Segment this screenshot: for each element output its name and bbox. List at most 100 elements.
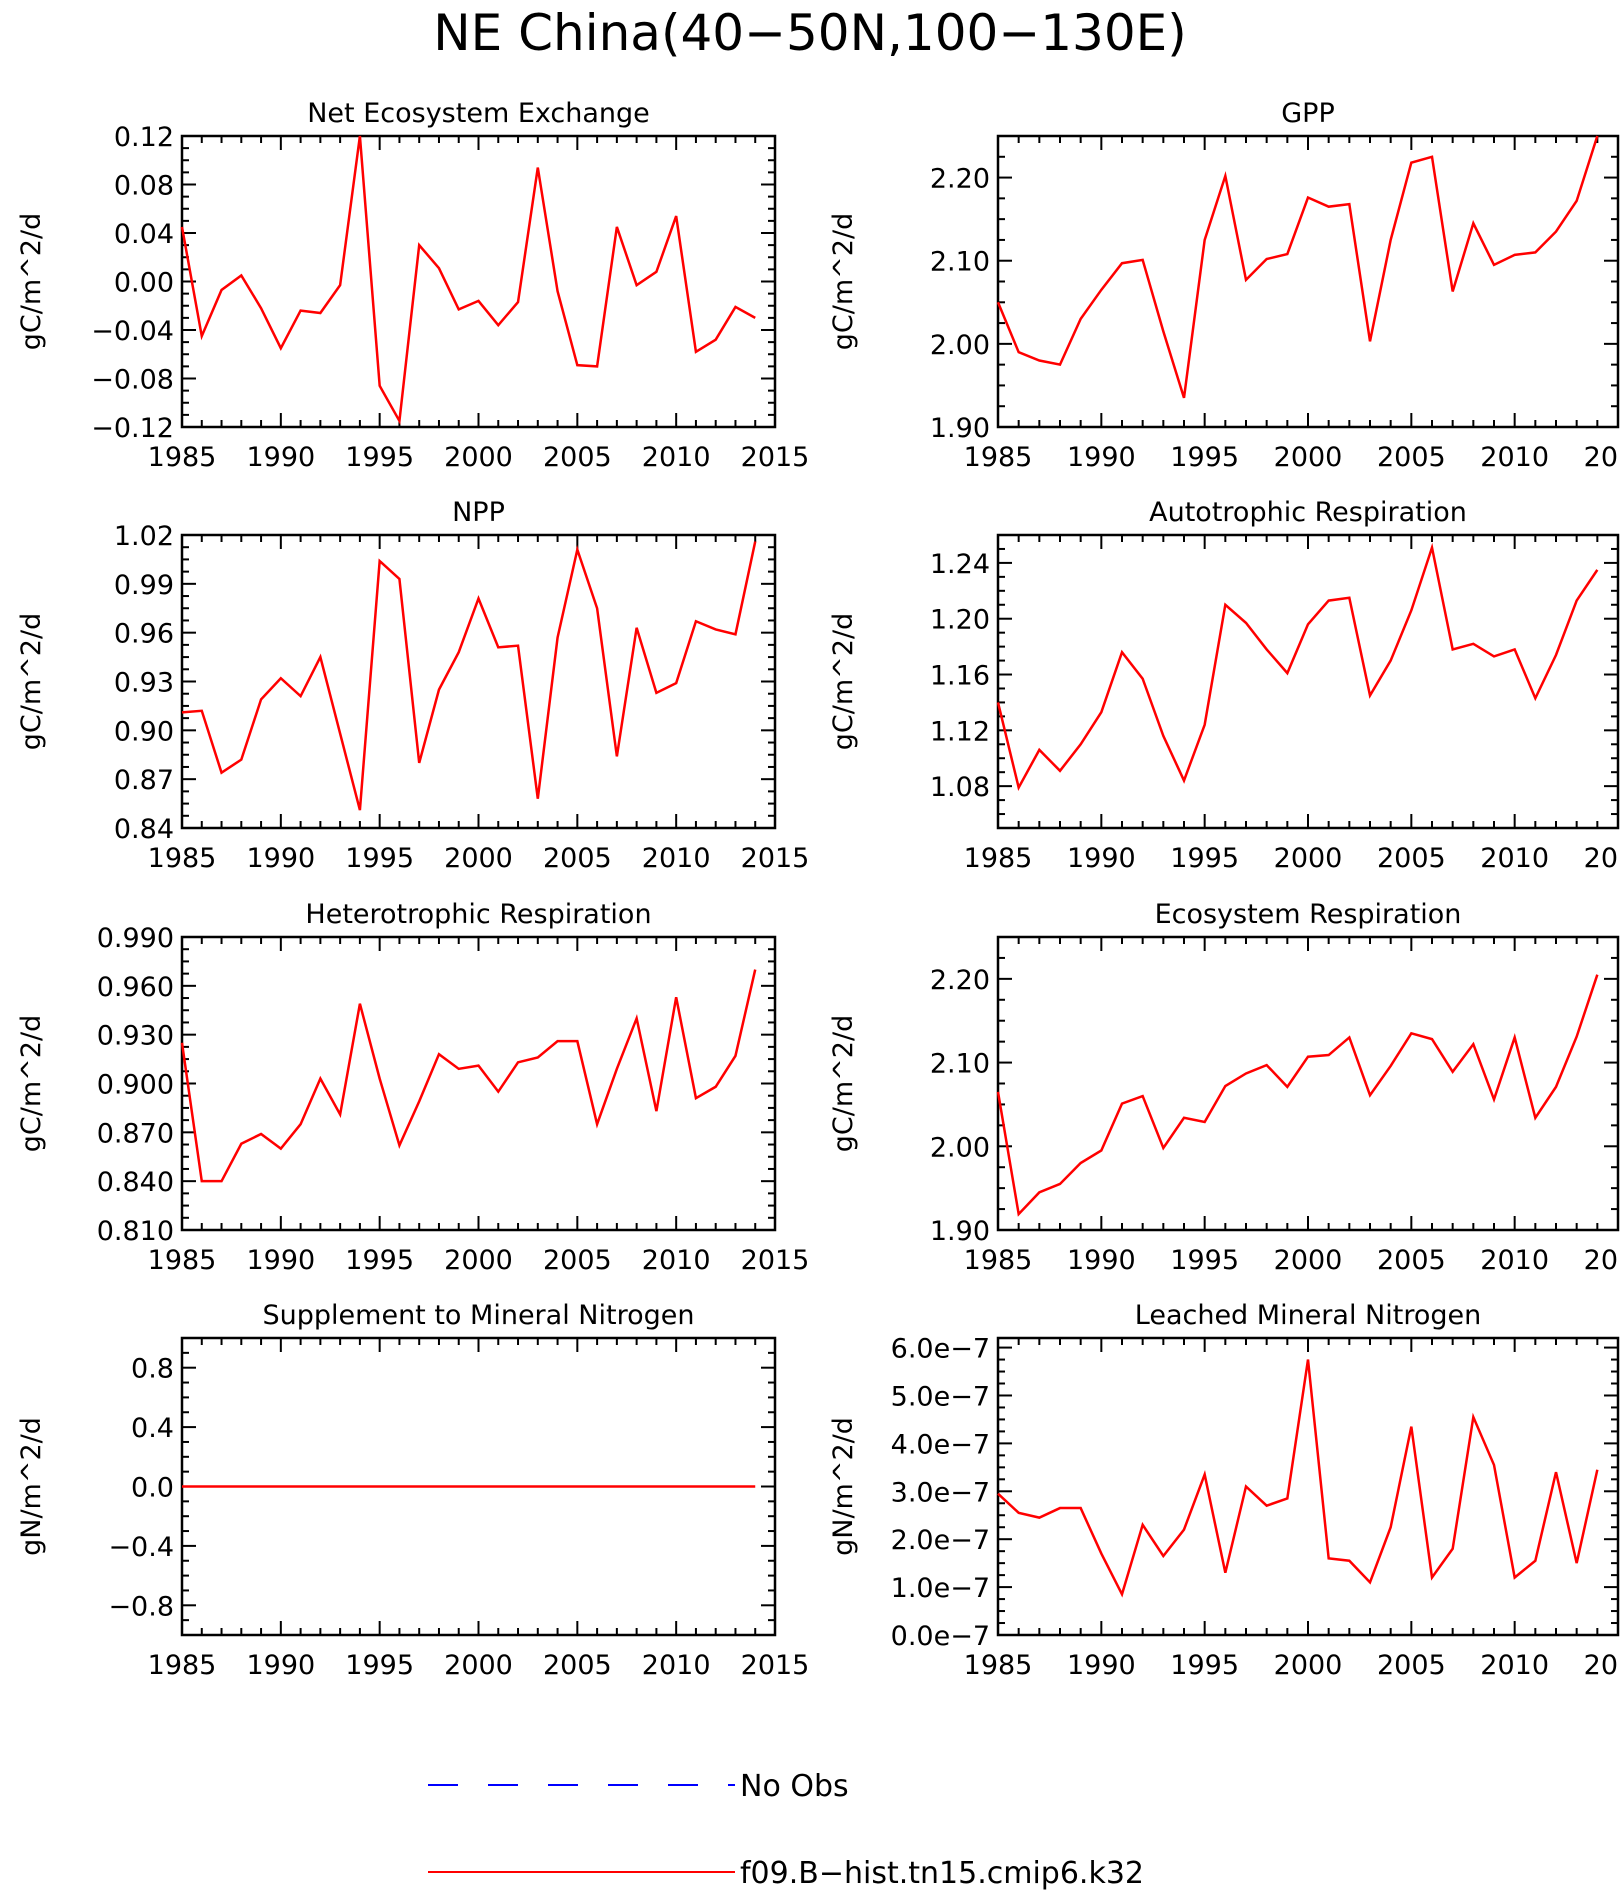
y-tick-label: 2.10 (930, 1049, 990, 1080)
panel-4: 1985 1990 1995 2000 2005 2010 2015 1.08 1.12 1.16… (828, 497, 1620, 874)
x-tick-label: 1990 (246, 843, 315, 874)
x-tick-label: 2015 (741, 1650, 810, 1681)
x-tick-label: 2000 (1274, 442, 1343, 473)
y-tick-label: 0.00 (114, 268, 174, 299)
y-tick-label: 0.870 (97, 1118, 174, 1149)
x-tick-label: 1995 (1170, 843, 1239, 874)
y-tick-label: 0.04 (114, 219, 174, 250)
x-tick-label: 1985 (964, 1650, 1033, 1681)
x-tick-label: 2000 (444, 442, 513, 473)
x-tick-label: 1995 (1170, 1650, 1239, 1681)
x-tick-label: 2005 (1377, 1245, 1446, 1276)
x-tick-label: 2010 (642, 1650, 711, 1681)
series-line (180, 969, 757, 1183)
y-tick-label: 0.93 (114, 668, 174, 699)
x-tick-label: 2000 (444, 843, 513, 874)
legend-label-model: f09.B−hist.tn15.cmip6.k32 (740, 1856, 1144, 1890)
x-tick-label: 1985 (148, 1245, 217, 1276)
x-tick-label: 2005 (543, 1650, 612, 1681)
y-tick-label: 0.99 (114, 570, 174, 601)
x-tick-label: 1985 (964, 843, 1033, 874)
plot-frame (996, 935, 1620, 1232)
y-tick-label: 1.12 (930, 716, 990, 747)
x-tick-label: 1995 (345, 843, 414, 874)
panel-title: Ecosystem Respiration (1155, 899, 1462, 930)
panel-8: 1985 1990 1995 2000 2005 2010 2015 0.0e−7 1.0e−7… (828, 1300, 1620, 1681)
y-axis-label: gC/m^2/d (16, 213, 47, 350)
series-line (996, 135, 1599, 399)
plot-frame (996, 1336, 1620, 1637)
panel-title: Heterotrophic Respiration (305, 899, 651, 930)
x-tick-label: 2000 (1274, 1650, 1343, 1681)
panel-title: NPP (452, 497, 505, 528)
y-tick-label: 1.24 (930, 549, 990, 580)
x-tick-label: 2010 (1480, 1650, 1549, 1681)
y-axis-label: gC/m^2/d (828, 213, 859, 350)
series-line (181, 541, 757, 811)
x-tick-label: 1985 (148, 843, 217, 874)
x-tick-label: 2000 (1274, 1245, 1343, 1276)
x-tick-label: 1995 (345, 442, 414, 473)
series-line (996, 542, 1599, 791)
y-axis-label: gC/m^2/d (828, 613, 859, 750)
y-tick-label: 2.10 (930, 247, 990, 278)
x-tick-label: 1990 (1067, 1650, 1136, 1681)
figure-title: NE China(40−50N,100−130E) (433, 4, 1187, 62)
y-tick-label: 2.20 (930, 164, 990, 195)
series-line (997, 1359, 1599, 1598)
x-tick-label: 1985 (148, 442, 217, 473)
panel-title: Net Ecosystem Exchange (307, 98, 650, 129)
x-tick-label: 2010 (1480, 1245, 1549, 1276)
panel-6: 1985 1990 1995 2000 2005 2010 2015 1.90 2.00 2.10… (828, 899, 1620, 1276)
plot-frame (180, 935, 777, 1232)
y-tick-label: −0.08 (91, 365, 174, 396)
x-tick-label: 1985 (148, 1650, 217, 1681)
series-line (180, 135, 756, 425)
y-axis-label: gC/m^2/d (828, 1015, 859, 1152)
y-tick-label: 0.12 (114, 122, 174, 153)
x-tick-label: 2015 (1584, 843, 1620, 874)
y-tick-label: 0.84 (114, 814, 174, 845)
y-tick-label: 5.0e−7 (891, 1381, 990, 1412)
y-tick-label: 0.0 (131, 1473, 174, 1504)
y-tick-label: 2.00 (930, 1132, 990, 1163)
x-tick-label: 2000 (1274, 843, 1343, 874)
x-tick-label: 2005 (1377, 442, 1446, 473)
y-axis-label: gN/m^2/d (16, 1417, 47, 1556)
y-tick-label: 0.990 (97, 923, 174, 954)
series-line (996, 974, 1599, 1217)
y-tick-label: 1.0e−7 (891, 1573, 990, 1604)
x-tick-label: 2010 (1480, 843, 1549, 874)
x-tick-label: 1995 (1170, 1245, 1239, 1276)
y-tick-label: 0.90 (114, 716, 174, 747)
y-tick-label: −0.4 (108, 1532, 174, 1563)
x-tick-label: 1995 (345, 1650, 414, 1681)
y-tick-label: 1.20 (930, 605, 990, 636)
y-tick-label: 2.20 (930, 965, 990, 996)
y-axis-label: gC/m^2/d (16, 613, 47, 750)
x-tick-label: 2015 (741, 1245, 810, 1276)
x-tick-label: 1990 (246, 1650, 315, 1681)
x-tick-label: 1990 (1067, 442, 1136, 473)
x-tick-label: 2005 (1377, 843, 1446, 874)
y-tick-label: 6.0e−7 (891, 1334, 990, 1365)
y-tick-label: −0.12 (91, 413, 174, 444)
x-tick-label: 2005 (543, 1245, 612, 1276)
legend-label-no-obs: No Obs (740, 1769, 849, 1804)
y-tick-label: 0.0e−7 (891, 1621, 990, 1652)
x-tick-label: 2005 (543, 442, 612, 473)
x-tick-label: 2010 (1480, 442, 1549, 473)
x-tick-label: 2015 (1584, 1245, 1620, 1276)
y-tick-label: −0.04 (91, 316, 174, 347)
x-tick-label: 2015 (1584, 442, 1620, 473)
panel-2: 1985 1990 1995 2000 2005 2010 2015 1.90 2.00 2.10… (828, 98, 1620, 473)
y-tick-label: 3.0e−7 (891, 1477, 990, 1508)
plot-frame (180, 533, 777, 830)
x-tick-label: 2005 (1377, 1650, 1446, 1681)
x-tick-label: 2010 (642, 1245, 711, 1276)
y-tick-label: 0.96 (114, 619, 174, 650)
y-tick-label: 0.960 (97, 972, 174, 1003)
y-tick-label: 0.4 (131, 1413, 174, 1444)
y-tick-label: 2.00 (930, 330, 990, 361)
